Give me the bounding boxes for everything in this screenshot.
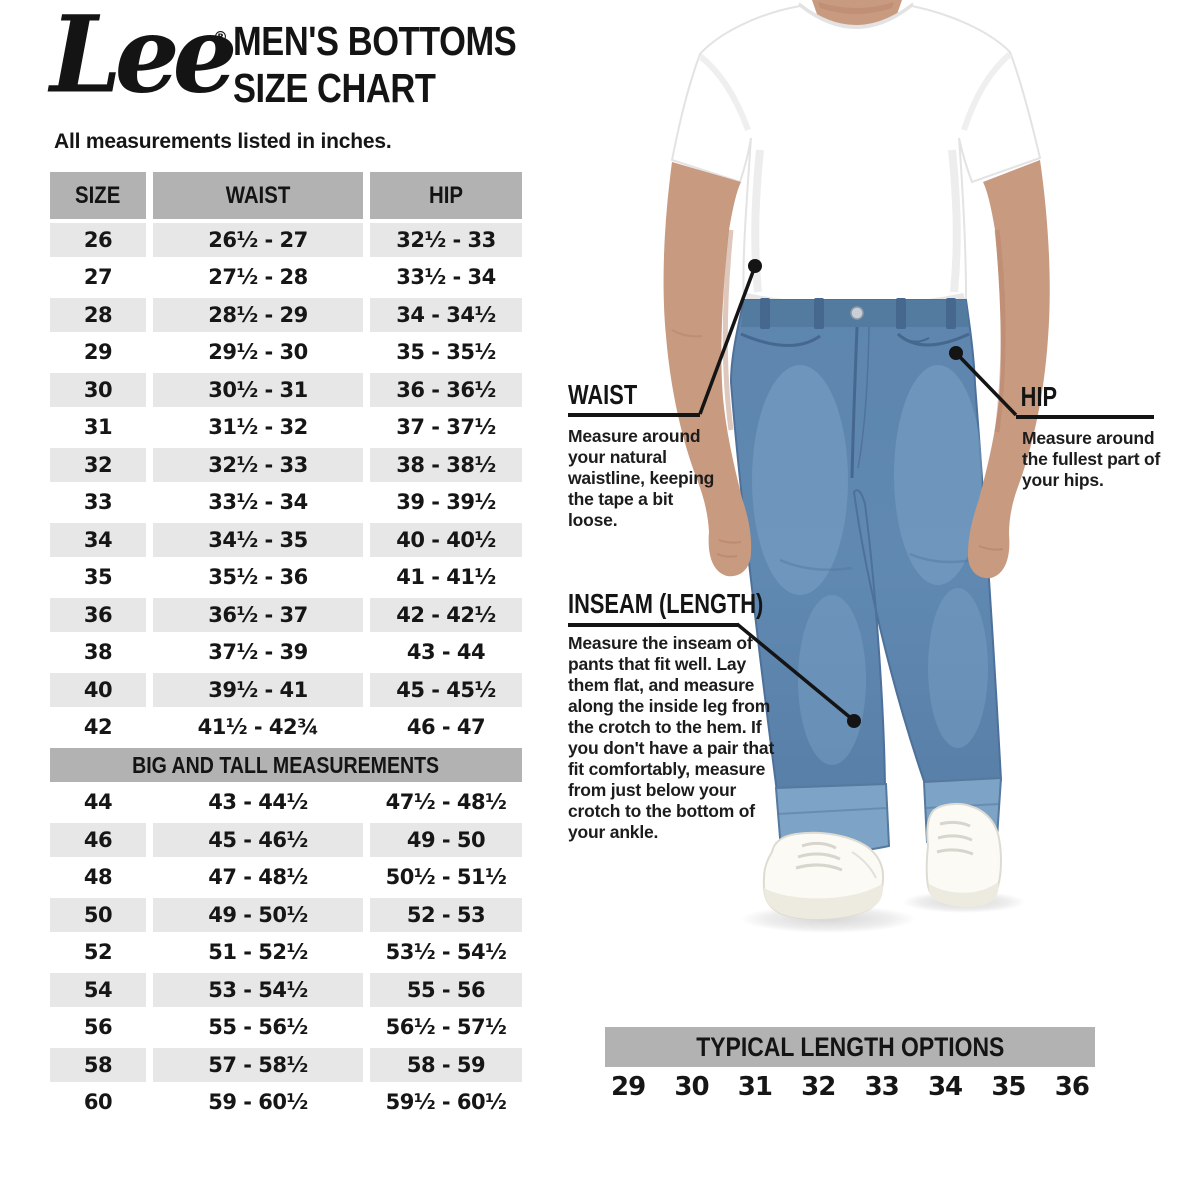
- hip-cell: 46 - 47: [370, 710, 522, 744]
- waist-cell: 27½ - 28: [153, 260, 363, 294]
- typical-length-options-header: TYPICAL LENGTH OPTIONS: [605, 1027, 1095, 1067]
- size-cell: 44: [50, 785, 146, 819]
- size-cell: 56: [50, 1010, 146, 1044]
- waist-cell: 41½ - 42¾: [153, 710, 363, 744]
- jeans-button: [850, 306, 864, 320]
- size-cell: 35: [50, 560, 146, 594]
- hip-cell: 58 - 59: [370, 1047, 522, 1082]
- waist-cell: 45 - 46½: [153, 822, 363, 857]
- size-cell: 31: [50, 410, 146, 444]
- size-cell: 30: [50, 372, 146, 407]
- hip-cell: 41 - 41½: [370, 560, 522, 594]
- hip-cell: 45 - 45½: [370, 672, 522, 707]
- length-option-33: 33: [864, 1072, 900, 1102]
- hip-cell: 34 - 34½: [370, 297, 522, 332]
- waist-cell: 55 - 56½: [153, 1010, 363, 1044]
- size-cell: 29: [50, 335, 146, 369]
- column-header-size: SIZE: [50, 172, 146, 219]
- page-title-line2: SIZE CHART: [233, 65, 436, 111]
- size-cell: 52: [50, 935, 146, 969]
- waist-cell: 35½ - 36: [153, 560, 363, 594]
- size-cell: 34: [50, 522, 146, 557]
- size-cell: 26: [50, 222, 146, 257]
- waist-cell: 32½ - 33: [153, 447, 363, 482]
- size-cell: 36: [50, 597, 146, 632]
- size-cell: 46: [50, 822, 146, 857]
- waist-cell: 28½ - 29: [153, 297, 363, 332]
- length-option-31: 31: [737, 1072, 773, 1102]
- size-cell: 60: [50, 1085, 146, 1119]
- hip-cell: 39 - 39½: [370, 485, 522, 519]
- length-options-values: 29 30 31 32 33 34 35 36: [605, 1072, 1095, 1102]
- hip-cell: 59½ - 60½: [370, 1085, 522, 1119]
- registered-trademark: ®: [213, 28, 228, 46]
- size-cell: 50: [50, 897, 146, 932]
- hip-cell: 36 - 36½: [370, 372, 522, 407]
- waist-cell: 43 - 44½: [153, 785, 363, 819]
- size-cell: 58: [50, 1047, 146, 1082]
- hip-cell: 32½ - 33: [370, 222, 522, 257]
- size-cell: 38: [50, 635, 146, 669]
- waist-cell: 31½ - 32: [153, 410, 363, 444]
- hip-cell: 56½ - 57½: [370, 1010, 522, 1044]
- waist-cell: 33½ - 34: [153, 485, 363, 519]
- length-option-29: 29: [611, 1072, 646, 1102]
- hip-cell: 53½ - 54½: [370, 935, 522, 969]
- size-cell: 28: [50, 297, 146, 332]
- page-title: MEN'S BOTTOMS SIZE CHART: [233, 18, 517, 112]
- hip-cell: 37 - 37½: [370, 410, 522, 444]
- hip-cell: 40 - 40½: [370, 522, 522, 557]
- inseam-annotation-text: Measure the inseam of pants that fit wel…: [568, 633, 775, 842]
- size-cell: 48: [50, 860, 146, 894]
- size-cell: 27: [50, 260, 146, 294]
- hip-cell: 38 - 38½: [370, 447, 522, 482]
- length-option-32: 32: [801, 1072, 836, 1102]
- waist-annotation-text: Measure around your natural waistline, k…: [568, 426, 715, 530]
- hip-cell: 33½ - 34: [370, 260, 522, 294]
- hip-cell: 47½ - 48½: [370, 785, 522, 819]
- hip-cell: 55 - 56: [370, 972, 522, 1007]
- waist-cell: 47 - 48½: [153, 860, 363, 894]
- page-title-line1: MEN'S BOTTOMS: [233, 18, 517, 64]
- waist-cell: 37½ - 39: [153, 635, 363, 669]
- hip-annotation-label: HIP: [1016, 381, 1154, 419]
- waist-annotation-label: WAIST: [568, 379, 700, 417]
- hip-annotation-text: Measure around the fullest part of your …: [1022, 428, 1161, 490]
- length-option-34: 34: [927, 1072, 963, 1102]
- inseam-annotation-label: INSEAM (LENGTH): [568, 588, 763, 627]
- waist-cell: 36½ - 37: [153, 597, 363, 632]
- hip-cell: 42 - 42½: [370, 597, 522, 632]
- size-cell: 54: [50, 972, 146, 1007]
- hip-cell: 50½ - 51½: [370, 860, 522, 894]
- waist-cell: 34½ - 35: [153, 522, 363, 557]
- waist-cell: 57 - 58½: [153, 1047, 363, 1082]
- size-cell: 32: [50, 447, 146, 482]
- waist-cell: 39½ - 41: [153, 672, 363, 707]
- waist-cell: 29½ - 30: [153, 335, 363, 369]
- waist-cell: 53 - 54½: [153, 972, 363, 1007]
- hip-cell: 35 - 35½: [370, 335, 522, 369]
- waist-cell: 49 - 50½: [153, 897, 363, 932]
- lee-logo: Lee: [50, 0, 237, 118]
- length-option-35: 35: [991, 1072, 1026, 1102]
- big-and-tall-header: BIG AND TALL MEASUREMENTS: [50, 747, 522, 782]
- measurements-subtitle: All measurements listed in inches.: [54, 130, 392, 153]
- hip-cell: 49 - 50: [370, 822, 522, 857]
- length-option-30: 30: [674, 1072, 709, 1102]
- model-sneakers: [762, 802, 1002, 921]
- size-cell: 40: [50, 672, 146, 707]
- length-option-36: 36: [1054, 1072, 1090, 1102]
- waist-cell: 51 - 52½: [153, 935, 363, 969]
- column-header-waist: WAIST: [153, 172, 363, 219]
- hip-cell: 43 - 44: [370, 635, 522, 669]
- column-header-hip: HIP: [370, 172, 522, 219]
- waist-cell: 26½ - 27: [153, 222, 363, 257]
- size-cell: 33: [50, 485, 146, 519]
- size-cell: 42: [50, 710, 146, 744]
- size-table: SIZE WAIST HIP 26 26½ - 27 32½ - 33 27 27½ - 28…: [50, 172, 522, 1119]
- hip-cell: 52 - 53: [370, 897, 522, 932]
- waist-cell: 59 - 60½: [153, 1085, 363, 1119]
- waist-cell: 30½ - 31: [153, 372, 363, 407]
